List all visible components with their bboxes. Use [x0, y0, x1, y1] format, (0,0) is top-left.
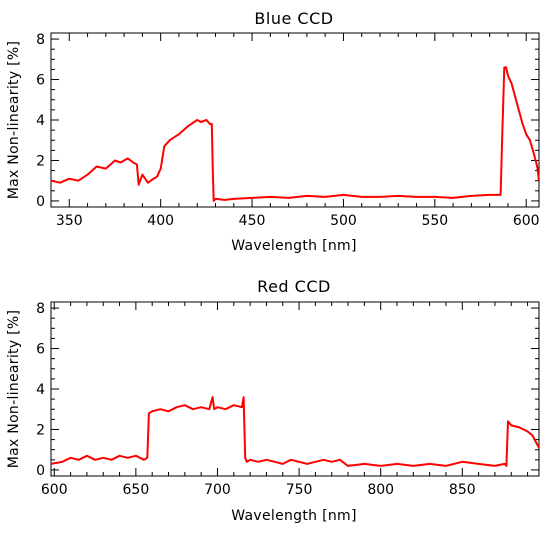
chart-title-blue: Blue CCD — [254, 9, 333, 28]
y-tick-label: 2 — [36, 422, 45, 438]
x-tick-label: 350 — [56, 213, 83, 229]
series-line-red — [50, 396, 540, 467]
x-tick-label: 650 — [123, 482, 150, 498]
panel-blue-ccd: Blue CCD 350 400 450 500 550 600 0 2 4 6 8 Wavele… — [6, 9, 540, 254]
x-tick-label: 800 — [367, 482, 394, 498]
y-ticks-red: 0 2 4 6 8 — [36, 301, 539, 479]
panel-red-ccd: Red CCD 600 650 700 750 800 850 0 2 4 6 8 Wavelen… — [6, 277, 540, 524]
x-tick-label: 700 — [204, 482, 231, 498]
x-tick-label: 600 — [41, 482, 68, 498]
x-tick-label: 850 — [449, 482, 476, 498]
plot-frame-blue — [50, 32, 540, 208]
y-tick-label: 8 — [36, 32, 45, 48]
x-axis-label-red: Wavelength [nm] — [231, 508, 356, 524]
y-tick-label: 6 — [36, 73, 45, 89]
y-tick-label: 0 — [36, 194, 45, 210]
series-line-blue — [50, 66, 540, 202]
x-tick-label: 400 — [147, 213, 174, 229]
x-tick-label: 450 — [239, 213, 266, 229]
x-axis-label-blue: Wavelength [nm] — [231, 238, 356, 254]
chart-title-red: Red CCD — [257, 277, 331, 296]
plot-frame-red — [50, 301, 540, 477]
x-tick-label: 600 — [513, 213, 540, 229]
y-tick-label: 0 — [36, 463, 45, 479]
x-tick-label: 500 — [330, 213, 357, 229]
x-tick-label: 750 — [286, 482, 313, 498]
y-ticks-blue: 0 2 4 6 8 — [36, 32, 539, 210]
x-tick-label: 550 — [421, 213, 448, 229]
y-axis-label-red: Max Non-linearity [%] — [6, 310, 22, 469]
x-ticks-blue: 350 400 450 500 550 600 — [50, 33, 540, 229]
y-tick-label: 2 — [36, 153, 45, 169]
y-tick-label: 4 — [36, 382, 45, 398]
y-axis-label-blue: Max Non-linearity [%] — [6, 41, 22, 200]
y-tick-label: 8 — [36, 301, 45, 317]
x-ticks-red: 600 650 700 750 800 850 — [41, 302, 529, 498]
y-tick-label: 6 — [36, 342, 45, 358]
y-tick-label: 4 — [36, 113, 45, 129]
